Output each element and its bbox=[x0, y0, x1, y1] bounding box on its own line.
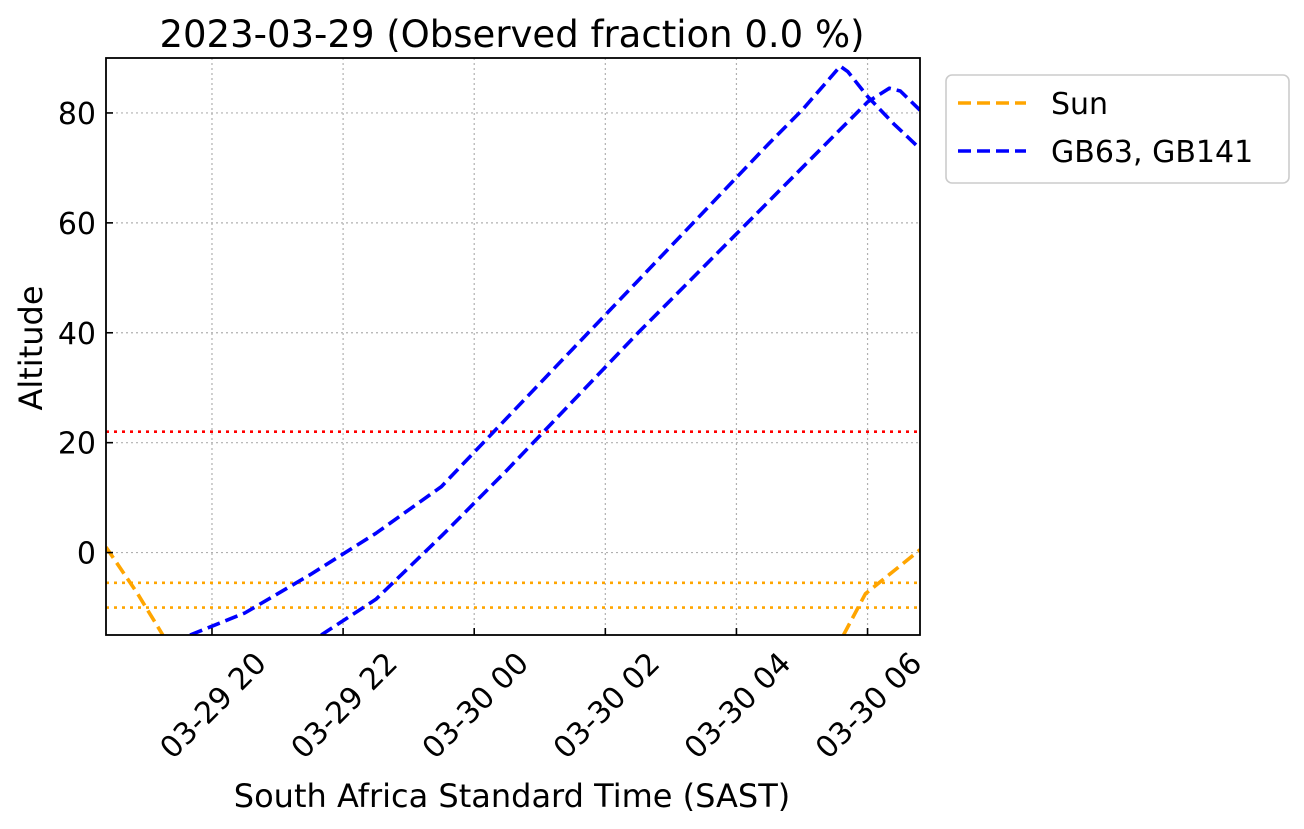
y-tick-label: 20 bbox=[58, 427, 96, 462]
y-tick-label: 0 bbox=[77, 537, 96, 572]
y-tick-label: 40 bbox=[58, 317, 96, 352]
series-line-sun bbox=[106, 546, 165, 635]
reference-lines bbox=[106, 430, 920, 609]
legend-label: Sun bbox=[1051, 87, 1108, 122]
grid-lines bbox=[106, 58, 920, 635]
x-tick-label: 03-29 22 bbox=[285, 646, 405, 766]
y-axis-ticks: 0 20 40 60 80 bbox=[58, 97, 113, 572]
axes-frame bbox=[105, 57, 921, 636]
series-line-gb63-gb141 bbox=[189, 64, 920, 635]
x-tick-label: 03-29 20 bbox=[154, 646, 274, 766]
legend-label: GB63, GB141 bbox=[1051, 135, 1253, 170]
x-axis-ticks: 03-29 20 03-29 22 03-30 00 03-30 02 03-30 04… bbox=[154, 628, 929, 766]
plot-area bbox=[106, 64, 920, 635]
chart-title: 2023-03-29 (Observed fraction 0.0 %) bbox=[159, 13, 864, 56]
legend-box bbox=[945, 74, 1290, 184]
y-tick-label: 60 bbox=[58, 207, 96, 242]
x-axis-label: South Africa Standard Time (SAST) bbox=[234, 777, 790, 815]
series-line-sun bbox=[841, 548, 920, 635]
x-tick-label: 03-30 00 bbox=[416, 646, 536, 766]
x-tick-label: 03-30 04 bbox=[678, 646, 798, 766]
legend: Sun GB63, GB141 bbox=[945, 74, 1290, 184]
x-tick-label: 03-30 02 bbox=[547, 646, 667, 766]
x-tick-label: 03-30 06 bbox=[809, 646, 929, 766]
y-axis-label: Altitude bbox=[12, 285, 50, 410]
series-line-gb63-gb141 bbox=[320, 86, 920, 635]
y-tick-label: 80 bbox=[58, 97, 96, 132]
